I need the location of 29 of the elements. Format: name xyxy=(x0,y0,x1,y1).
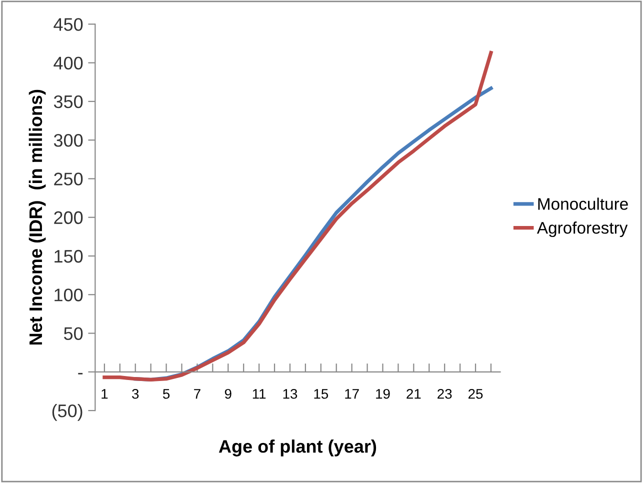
y-tick-label: 50 xyxy=(64,327,83,340)
x-tick-label: 7 xyxy=(194,389,200,399)
x-tick-label: 1 xyxy=(102,389,108,399)
x-tick-label: 25 xyxy=(468,388,483,399)
x-tick-label: 17 xyxy=(345,389,359,399)
y-tick-label: (50) xyxy=(52,404,82,421)
x-tick-label: 5 xyxy=(162,389,170,399)
legend-label: Monoculture xyxy=(538,198,628,210)
x-tick-label: 19 xyxy=(376,388,390,399)
y-tick-label: 350 xyxy=(54,95,83,108)
y-tick-label: 150 xyxy=(54,250,83,263)
x-tick-label: 23 xyxy=(438,388,452,399)
x-tick-label: 15 xyxy=(314,389,328,399)
y-tick-label: 200 xyxy=(54,211,83,224)
y-tick-label: - xyxy=(78,372,83,374)
y-tick-label: 250 xyxy=(54,172,83,186)
y-tick-label: 450 xyxy=(54,18,83,31)
x-tick-label: 21 xyxy=(406,388,421,399)
line-series xyxy=(102,50,493,382)
x-axis-title: Age of plant (year) xyxy=(218,440,376,456)
x-tick-label: 9 xyxy=(224,388,232,399)
y-axis-title: Net Income (IDR) (in millions) xyxy=(28,90,46,345)
legend-label: Agroforestry xyxy=(536,222,628,238)
x-tick-label: 11 xyxy=(252,389,266,399)
x-tick-label: 13 xyxy=(283,388,298,399)
y-tick-label: 300 xyxy=(54,134,83,147)
x-tick-label: 3 xyxy=(132,388,139,399)
y-tick-label: 400 xyxy=(54,56,83,70)
y-tick-label: 100 xyxy=(54,288,83,302)
